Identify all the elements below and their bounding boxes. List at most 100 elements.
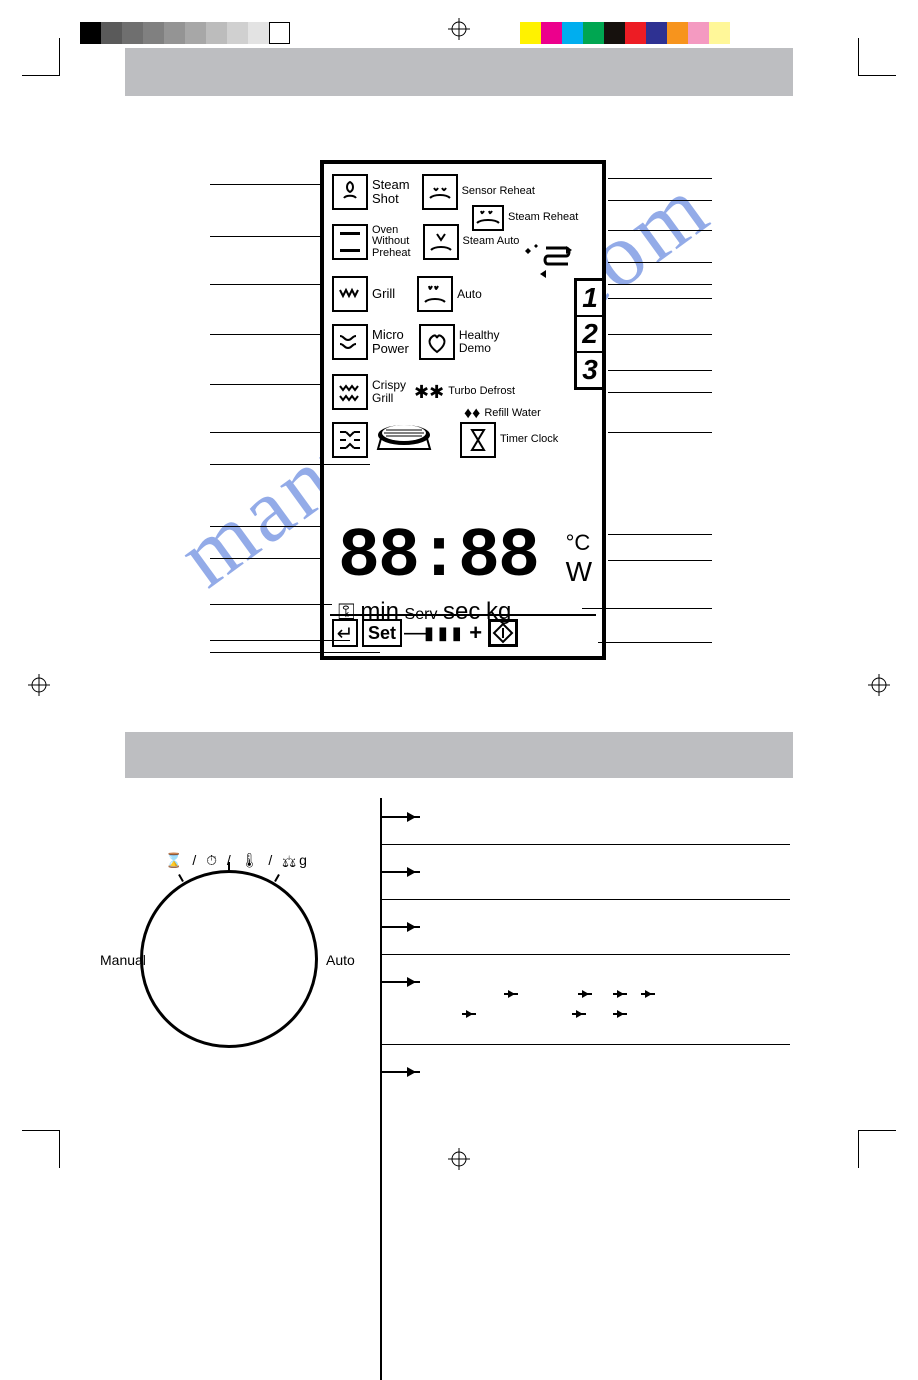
registration-mark-icon (28, 674, 50, 696)
arrow-icon (380, 981, 420, 983)
callout-line (608, 284, 712, 285)
swatch (688, 22, 709, 44)
callout-line (210, 464, 370, 465)
dial-auto-label: Auto (326, 952, 355, 968)
control-dial (140, 870, 318, 1048)
auto-icon (417, 276, 453, 312)
callout-line (608, 334, 712, 335)
section-header-bar (125, 48, 793, 96)
plus-icon: + (466, 620, 486, 646)
degree-c-label: °C (566, 530, 591, 555)
healthy-icon (419, 324, 455, 360)
swatch (227, 22, 248, 44)
callout-line (210, 284, 320, 285)
callout-line (210, 384, 320, 385)
callout-line (608, 560, 712, 561)
steam-shot-icon (332, 174, 368, 210)
set-row: ↵ Set — ▮▮▮ + (330, 614, 596, 650)
callout-line (210, 652, 380, 653)
flow-nested-arrows (424, 985, 659, 1025)
callout-line (582, 608, 712, 609)
seven-segment-display: 88:88 (338, 518, 538, 597)
callout-line (608, 230, 712, 231)
sensor-reheat-icon (422, 174, 458, 210)
arrow-icon (380, 1071, 420, 1073)
swatch (164, 22, 185, 44)
shelf-position-icon (332, 422, 368, 458)
callout-line (608, 534, 712, 535)
crop-mark (858, 1130, 896, 1168)
enter-icon: ↵ (332, 619, 358, 647)
stage-1: 1 (577, 281, 603, 315)
lcd-label: Steam Auto (463, 236, 520, 248)
callout-line (210, 558, 320, 559)
swatch (709, 22, 730, 44)
minus-icon: — (404, 619, 424, 647)
lcd-label: Timer Clock (500, 434, 558, 446)
swatch (80, 22, 101, 44)
temp-watt-labels: °C W (566, 530, 592, 588)
lcd-label: MicroPower (372, 328, 409, 355)
flow-row (380, 790, 790, 845)
swatch (583, 22, 604, 44)
micro-power-icon (332, 324, 368, 360)
level-bars: ▮▮▮ (424, 623, 466, 644)
callout-line (608, 392, 712, 393)
dial-tick (274, 874, 280, 882)
wire-rack-icon (374, 421, 434, 459)
crop-mark (22, 1130, 60, 1168)
set-label: Set (362, 619, 402, 647)
flow-row (380, 955, 790, 1045)
callout-line (608, 298, 712, 299)
arrow-icon (380, 816, 420, 818)
lcd-label: HealthyDemo (459, 329, 500, 354)
callout-line (608, 432, 712, 433)
swatch (101, 22, 122, 44)
swatch (122, 22, 143, 44)
lcd-label: OvenWithoutPreheat (372, 225, 411, 260)
lcd-label: Auto (457, 288, 482, 301)
callout-line (210, 334, 320, 335)
stage-2: 2 (577, 315, 603, 351)
printer-color-bar (520, 22, 730, 48)
swatch (185, 22, 206, 44)
registration-mark-icon (448, 1148, 470, 1170)
crop-mark (22, 38, 60, 76)
swatch (520, 22, 541, 44)
flow-row (380, 845, 790, 900)
crispy-grill-icon (332, 374, 368, 410)
steam-auto-icon (423, 224, 459, 260)
swatch (646, 22, 667, 44)
callout-line (608, 178, 712, 179)
callout-line (598, 642, 712, 643)
start-diamond-icon (488, 619, 518, 647)
lcd-label: SteamShot (372, 178, 410, 205)
lcd-label: CrispyGrill (372, 379, 406, 404)
swatch (143, 22, 164, 44)
callout-line (210, 432, 320, 433)
callout-line (210, 604, 332, 605)
dial-manual-label: Manual (100, 952, 146, 968)
timer-clock-icon (460, 422, 496, 458)
flow-row (380, 1045, 790, 1100)
swatch (667, 22, 688, 44)
cleaning-cycle-icon (522, 240, 574, 284)
lcd-display-panel: SteamShot Sensor Reheat Steam Reheat Ove… (320, 160, 606, 660)
watt-label: W (566, 556, 592, 587)
arrow-icon (380, 926, 420, 928)
flow-row (380, 900, 790, 955)
swatch (625, 22, 646, 44)
callout-line (210, 236, 320, 237)
callout-line (210, 640, 350, 641)
registration-mark-icon (448, 18, 470, 40)
swatch (562, 22, 583, 44)
flow-diagram (380, 790, 790, 1100)
arrow-icon (380, 871, 420, 873)
swatch (541, 22, 562, 44)
registration-mark-icon (868, 674, 890, 696)
swatch (206, 22, 227, 44)
printer-greyscale-bar (80, 22, 290, 48)
dial-top-symbols: ⌛ / ⏱ / 🌡 / ⚖g (165, 852, 310, 869)
swatch (248, 22, 269, 44)
crop-mark (858, 38, 896, 76)
